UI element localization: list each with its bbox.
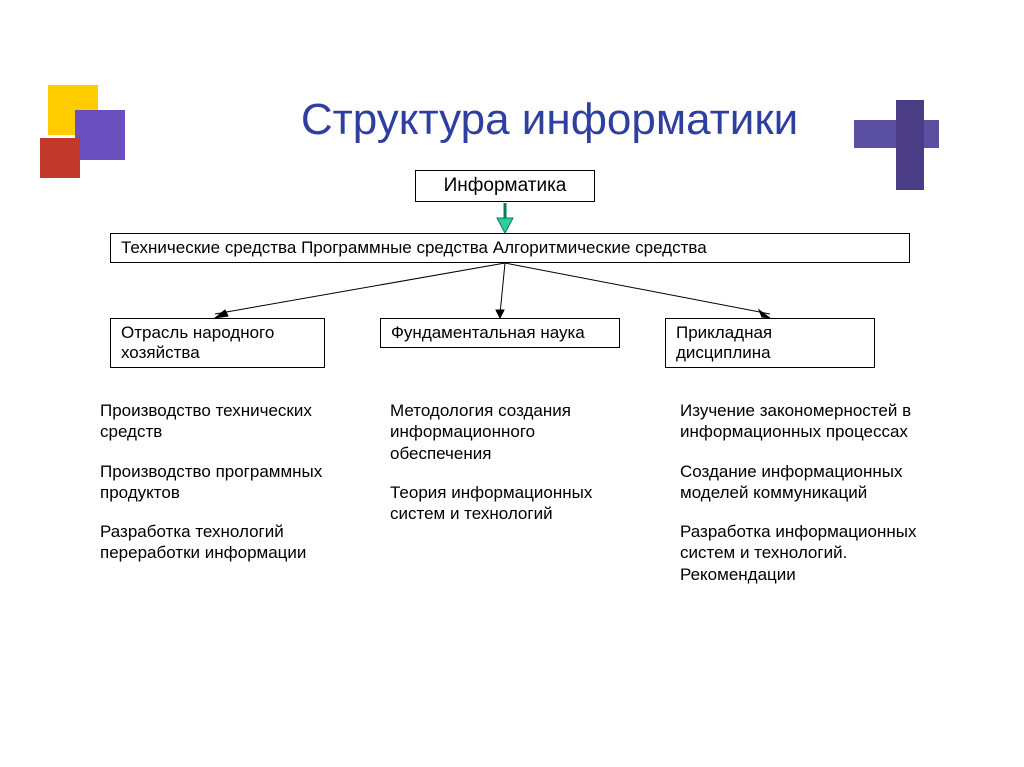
detail-item: Производство технических средств [100,400,350,443]
node-means: Технические средства Программные средств… [110,233,910,263]
decor-square-red [40,138,80,178]
detail-item: Разработка технологий переработки информ… [100,521,350,564]
node-branch-industry: Отрасль народного хозяйства [110,318,325,368]
node-branch-science: Фундаментальная наука [380,318,620,348]
detail-item: Методология создания информационного обе… [390,400,640,464]
details-columns: Производство технических средств Произво… [100,400,930,585]
decor-square-purple [75,110,125,160]
detail-col-industry: Производство технических средств Произво… [100,400,350,585]
node-root: Информатика [415,170,595,202]
fan-arrows [215,263,770,318]
detail-item: Создание информационных моделей коммуник… [680,461,930,504]
detail-col-applied: Изучение закономерностей в информационны… [680,400,930,585]
decor-squares [40,90,150,185]
detail-item: Производство программных продуктов [100,461,350,504]
detail-item: Разработка информационных систем и техно… [680,521,930,585]
arrow-down-icon [497,203,513,233]
node-branch-applied: Прикладная дисциплина [665,318,875,368]
detail-item: Теория информационных систем и технологи… [390,482,640,525]
detail-item: Изучение закономерностей в информационны… [680,400,930,443]
detail-col-science: Методология создания информационного обе… [390,400,640,585]
page-title: Структура информатики [175,95,924,145]
